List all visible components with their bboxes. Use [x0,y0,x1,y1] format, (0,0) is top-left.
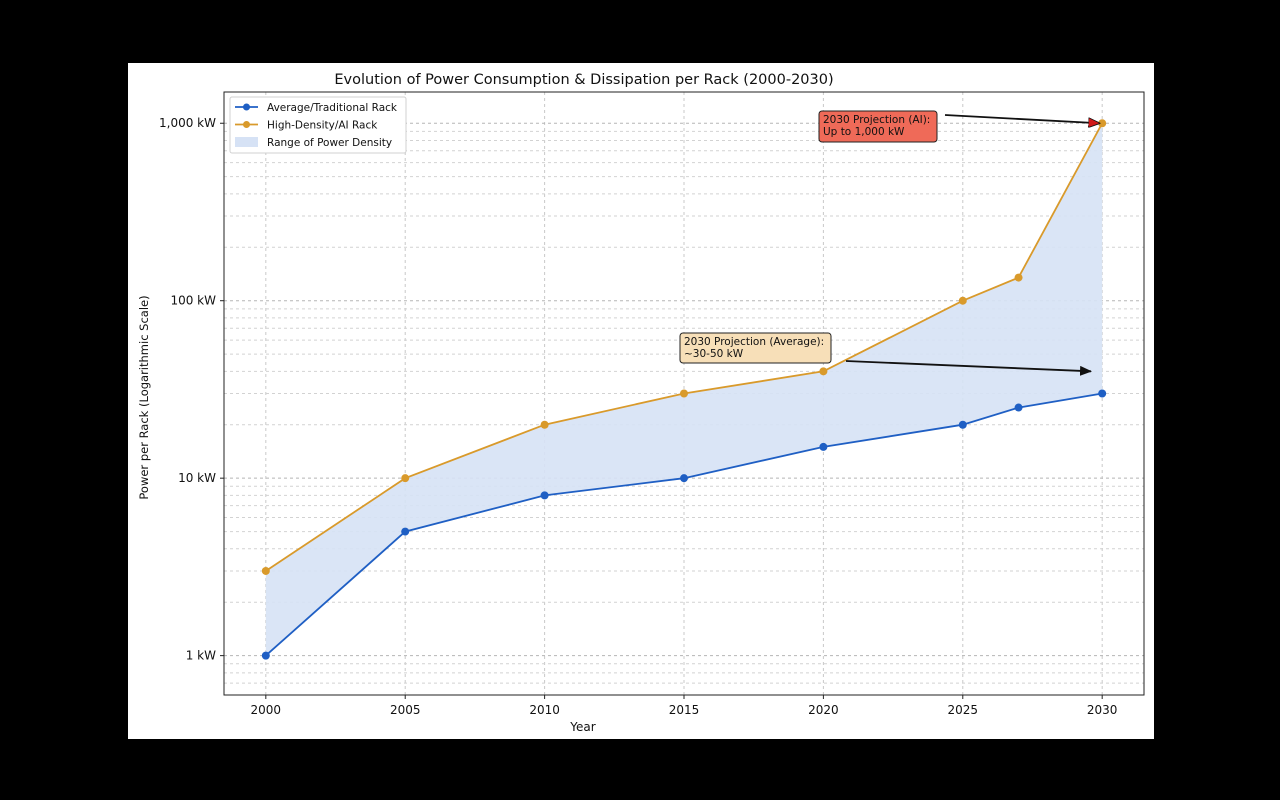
average-traditional-rack-point [819,442,828,451]
legend-average-traditional-rack: Average/Traditional Rack [235,102,398,114]
x-tick-label: 2025 [948,703,979,717]
annotation-text-line: 2030 Projection (Average): [684,336,824,348]
average-traditional-rack-point [958,420,967,429]
high-density-ai-rack-point [1014,273,1023,282]
annotation-text-line: 2030 Projection (AI): [823,114,930,126]
high-density-ai-rack-point [401,474,410,483]
y-tick-label: 1 kW [186,649,216,663]
high-density-ai-rack-point [819,367,828,376]
annotation-arrow [845,360,1093,376]
annotation-ai-projection: 2030 Projection (AI):Up to 1,000 kW [818,110,1099,143]
annotation-box [679,332,832,364]
annotation-average-projection: 2030 Projection (Average):~30-50 kW [679,332,1093,376]
annotation-arrow [944,114,1099,123]
y-tick-label: 100 kW [170,294,216,308]
range-of-power-density-area [265,123,1103,656]
high-density-ai-rack-point [680,389,688,398]
legend-marker-swatch [243,121,250,128]
average-traditional-rack-point [401,527,410,536]
x-tick-label: 2020 [808,703,839,717]
legend-label: High-Density/AI Rack [267,120,378,132]
x-tick-label: 2000 [251,703,282,717]
average-traditional-rack-point [540,491,549,500]
legend-range-of-power-density: Range of Power Density [235,137,392,149]
high-density-ai-rack-point [261,566,270,575]
x-tick-label: 2005 [390,703,421,717]
x-axis-label: Year [569,720,595,734]
average-traditional-rack-point [680,474,688,483]
chart-title: Evolution of Power Consumption & Dissipa… [334,72,833,88]
legend-box [229,96,407,154]
average-traditional-rack-point [1014,403,1023,412]
legend-patch-swatch [235,137,258,147]
y-tick-label: 1,000 kW [159,116,216,130]
annotation-text-line: ~30-50 kW [684,348,744,360]
high-density-ai-rack-series [261,119,1107,575]
x-tick-label: 2010 [529,703,560,717]
annotation-box [818,110,938,143]
x-tick-label: 2015 [669,703,700,717]
high-density-ai-rack-point [540,420,549,429]
y-axis-ticks: 1 kW 10 kW 100 kW 1,000 kW [159,116,224,663]
y-tick-label: 10 kW [178,471,216,485]
x-axis-ticks: 2000 2005 2010 2015 2020 2025 2030 [251,695,1118,717]
legend-label: Range of Power Density [267,137,392,149]
high-density-ai-rack-point [958,296,967,305]
legend: Average/Traditional Rack High-Density/AI … [229,96,407,154]
x-tick-label: 2030 [1087,703,1118,717]
legend-label: Average/Traditional Rack [267,102,398,114]
annotation-text-line: Up to 1,000 kW [823,126,905,138]
y-axis-label: Power per Rack (Logarithmic Scale) [137,295,151,499]
legend-marker-swatch [243,103,250,111]
high-density-ai-rack-line [265,122,1103,572]
legend-high-density-ai-rack: High-Density/AI Rack [235,120,378,132]
average-traditional-rack-point [261,651,270,660]
average-traditional-rack-series [261,389,1107,660]
average-traditional-rack-point [1098,389,1107,398]
average-traditional-rack-line [265,392,1103,657]
